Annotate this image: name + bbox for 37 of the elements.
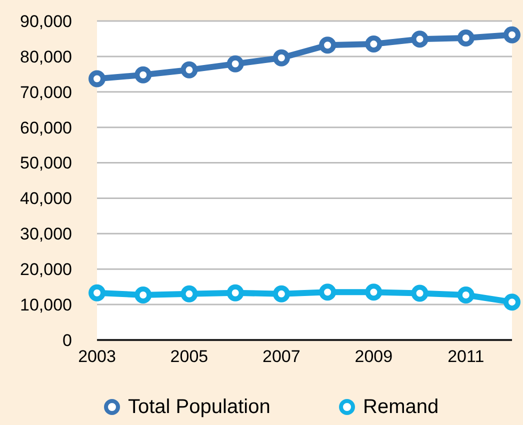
y-tick-label: 90,000 [20, 12, 72, 31]
y-tick-label: 50,000 [20, 154, 72, 173]
point [504, 26, 520, 44]
x-tick-label: 2009 [354, 347, 393, 366]
legend-label: Remand [363, 396, 439, 418]
point [365, 36, 382, 53]
x-tick-label: 2003 [78, 347, 116, 366]
y-tick-label: 0 [62, 330, 72, 350]
point [411, 284, 428, 302]
point [226, 284, 244, 302]
point [180, 61, 198, 78]
x-tick-label: 2011 [448, 347, 484, 366]
point [272, 285, 290, 302]
legend-label: Total Population [128, 396, 270, 418]
x-tick-label: 2007 [262, 347, 300, 366]
y-tick-label: 20,000 [20, 260, 72, 280]
point [457, 30, 474, 47]
y-tick-label: 80,000 [20, 47, 72, 66]
point [180, 285, 198, 302]
y-tick-label: 40,000 [20, 189, 72, 208]
point [134, 286, 152, 304]
point [88, 284, 106, 302]
point [365, 284, 382, 301]
y-tick-label: 10,000 [20, 296, 72, 315]
point [457, 286, 474, 304]
point [411, 30, 428, 48]
x-tick-label: 2005 [170, 347, 208, 366]
point [88, 70, 106, 88]
y-tick-label: 70,000 [20, 82, 72, 102]
point [504, 294, 520, 311]
y-tick-label: 60,000 [20, 118, 72, 138]
y-tick-label: 30,000 [20, 224, 72, 244]
point [134, 66, 152, 84]
point [226, 55, 244, 72]
point [319, 284, 336, 301]
point [319, 36, 336, 54]
point [272, 49, 290, 66]
